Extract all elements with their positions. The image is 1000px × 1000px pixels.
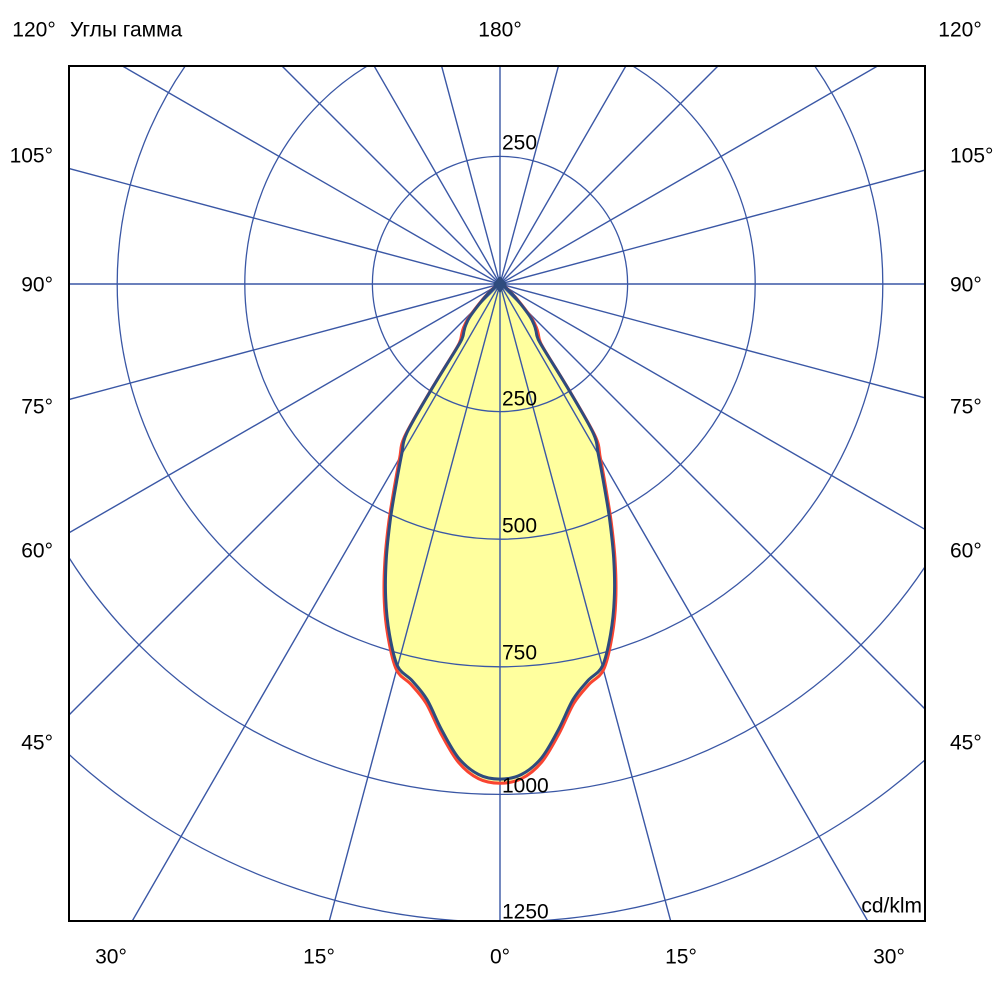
radial-tick-250-above: 250 [502,131,538,155]
gamma-label-top-left: 120° [12,18,56,42]
unit-label: cd/klm [861,894,922,918]
gamma-label-right-75: 75° [950,395,982,419]
gamma-label-top-right: 120° [938,18,982,42]
gamma-label-right-105: 105° [950,144,994,168]
plot-frame [68,65,926,922]
gamma-label-left-45: 45° [21,731,53,755]
gamma-label-right-60: 60° [950,539,982,563]
gamma-label-bottom-0: 0° [489,945,511,969]
gamma-label-left-105: 105° [9,144,53,168]
radial-tick-750: 750 [502,641,538,665]
radial-tick-1250: 1250 [502,900,549,924]
gamma-label-left-60: 60° [21,539,53,563]
gamma-label-right-45: 45° [950,731,982,755]
curve-c90-c270 [383,282,617,781]
radial-tick-250: 250 [502,387,538,411]
chart-title: Углы гамма [70,18,183,42]
gamma-label-bottom-30R: 30° [873,945,905,969]
gamma-label-top-center: 180° [478,18,522,42]
gamma-label-bottom-15L: 15° [303,945,335,969]
gamma-label-bottom-15R: 15° [665,945,697,969]
gamma-label-left-75: 75° [21,395,53,419]
gamma-label-left-90: 90° [21,273,53,297]
center-dot [493,276,507,293]
gamma-label-bottom-30L: 30° [95,945,127,969]
gamma-label-right-90: 90° [950,273,982,297]
radial-tick-500: 500 [502,514,538,538]
radial-tick-1000: 1000 [502,774,549,798]
